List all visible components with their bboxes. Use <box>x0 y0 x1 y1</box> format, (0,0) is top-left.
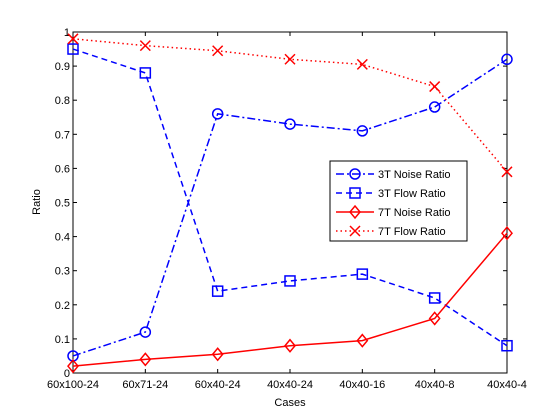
x-tick-label: 40x40-24 <box>267 379 313 391</box>
data-point <box>356 268 369 280</box>
data-point <box>284 118 296 130</box>
y-tick-label: 1 <box>64 27 70 39</box>
data-point <box>356 125 369 137</box>
data-point <box>349 168 361 180</box>
y-tick-label: 0 <box>64 368 70 380</box>
legend-label: 3T Flow Ratio <box>378 188 446 200</box>
data-point <box>284 338 296 353</box>
series-line <box>72 58 508 357</box>
data-point <box>139 326 152 338</box>
data-point <box>501 226 513 241</box>
series-7t-flow-ratio <box>67 33 513 178</box>
x-tick-label: 40x40-4 <box>487 379 527 391</box>
y-tick-label: 0.8 <box>55 95 70 107</box>
legend-label: 7T Noise Ratio <box>378 207 451 219</box>
y-tick-label: 0.4 <box>55 232 70 244</box>
legend-label: 3T Noise Ratio <box>378 169 451 181</box>
y-axis-label: Ratio <box>31 189 43 215</box>
y-tick-label: 0.6 <box>55 163 70 175</box>
data-point <box>211 285 224 297</box>
data-point <box>139 67 152 79</box>
series-3t-flow-ratio <box>67 43 513 352</box>
data-point <box>356 58 368 70</box>
data-point <box>349 204 361 220</box>
x-tick-label: 60x100-24 <box>47 379 99 391</box>
data-point <box>428 101 441 113</box>
data-point <box>428 311 441 326</box>
data-point <box>501 53 513 66</box>
data-point <box>501 339 513 352</box>
legend-label: 7T Flow Ratio <box>378 226 446 238</box>
y-tick-label: 0.9 <box>55 61 70 73</box>
series-7t-noise-ratio <box>67 226 513 374</box>
data-point <box>501 166 513 178</box>
axis-ticks: 0 0.1 0.2 0.3 0.4 0.5 0.6 0.7 0.8 0.9 1 60x100-24 60… <box>47 27 527 391</box>
legend: 3T Noise Ratio 3T Flow Ratio 7T Noise Rati… <box>329 160 468 242</box>
x-tick-label: 40x40-16 <box>339 379 385 391</box>
legend-entry: 7T Noise Ratio <box>336 204 451 220</box>
data-point <box>212 45 224 57</box>
series-layer <box>67 33 513 374</box>
series-line <box>72 232 508 367</box>
data-point <box>139 352 152 367</box>
y-tick-label: 0.7 <box>55 129 70 141</box>
data-point <box>429 81 441 93</box>
data-point <box>349 187 361 199</box>
legend-entry: 3T Flow Ratio <box>336 187 446 200</box>
y-tick-label: 0.5 <box>55 198 70 210</box>
data-point <box>428 292 441 304</box>
data-point <box>211 108 224 120</box>
legend-entry: 3T Noise Ratio <box>336 168 451 181</box>
data-point <box>211 347 224 362</box>
x-tick-label: 40x40-8 <box>415 379 455 391</box>
x-tick-label: 60x40-24 <box>195 379 241 391</box>
y-tick-label: 0.2 <box>55 300 70 312</box>
data-point <box>284 275 296 287</box>
y-tick-label: 0.1 <box>55 334 70 346</box>
data-point <box>67 359 79 374</box>
x-tick-label: 60x71-24 <box>122 379 168 391</box>
data-point <box>349 225 361 237</box>
y-tick-label: 0.3 <box>55 266 70 278</box>
data-point <box>284 53 296 65</box>
data-point <box>356 333 369 348</box>
data-point <box>67 43 79 55</box>
x-axis-label: Cases <box>274 397 306 409</box>
legend-entry: 7T Flow Ratio <box>336 225 446 238</box>
data-point <box>139 40 151 52</box>
data-point <box>67 33 79 45</box>
